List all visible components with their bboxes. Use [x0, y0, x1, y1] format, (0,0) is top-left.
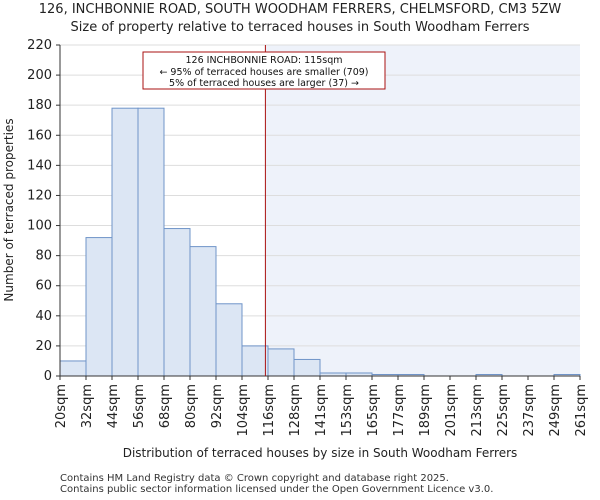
footer-line-2: Contains public sector information licen… [60, 484, 494, 495]
bar [215, 303, 243, 377]
y-tick-label: 160 [27, 128, 52, 143]
y-tick-label: 100 [27, 219, 52, 234]
bar [241, 345, 269, 377]
x-tick-label: 116sqm [262, 384, 277, 437]
x-tick-label: 261sqm [574, 384, 589, 437]
y-tick-label: 0 [44, 369, 52, 384]
x-tick-label: 56sqm [132, 384, 147, 428]
x-axis-label: Distribution of terraced houses by size … [123, 446, 518, 460]
x-tick-label: 225sqm [496, 384, 511, 437]
x-tick-label: 104sqm [236, 384, 251, 437]
bar [85, 237, 113, 377]
x-tick-label: 165sqm [366, 384, 381, 437]
bar [293, 358, 321, 377]
bar [267, 348, 295, 377]
bar [163, 228, 191, 377]
annotation-line1: 126 INCHBONNIE ROAD: 115sqm [185, 55, 342, 66]
x-tick-label: 141sqm [314, 384, 329, 437]
y-tick-label: 140 [27, 158, 52, 173]
x-tick-label: 237sqm [522, 384, 537, 437]
bar [137, 107, 165, 377]
y-tick-label: 20 [35, 339, 52, 354]
y-tick-label: 120 [27, 188, 52, 203]
bar [111, 107, 139, 377]
highlight-region [265, 45, 580, 376]
y-tick-label: 220 [27, 38, 52, 53]
y-tick-label: 80 [35, 249, 52, 264]
bar [189, 246, 217, 377]
y-tick-label: 200 [27, 68, 52, 83]
x-tick-label: 80sqm [184, 384, 199, 428]
x-tick-label: 201sqm [444, 384, 459, 437]
x-tick-label: 213sqm [470, 384, 485, 437]
footer-line-1: Contains HM Land Registry data © Crown c… [60, 473, 449, 484]
y-tick-label: 60 [35, 279, 52, 294]
x-tick-label: 189sqm [418, 384, 433, 437]
chart-subtitle: Size of property relative to terraced ho… [70, 20, 530, 35]
x-tick-label: 20sqm [54, 384, 69, 428]
x-tick-label: 68sqm [158, 384, 173, 428]
annotation-line2: ← 95% of terraced houses are smaller (70… [159, 67, 368, 78]
y-tick-label: 180 [27, 98, 52, 113]
x-tick-label: 44sqm [106, 384, 121, 428]
x-tick-label: 32sqm [80, 384, 95, 428]
x-tick-label: 92sqm [210, 384, 225, 428]
bar [59, 360, 87, 377]
annotation-line3: 5% of terraced houses are larger (37) → [169, 78, 359, 89]
y-axis-label: Number of terraced properties [2, 118, 16, 301]
x-tick-label: 128sqm [288, 384, 303, 437]
x-tick-label: 177sqm [392, 384, 407, 437]
x-tick-label: 249sqm [548, 384, 563, 437]
y-tick-label: 40 [35, 309, 52, 324]
chart-title: 126, INCHBONNIE ROAD, SOUTH WOODHAM FERR… [38, 2, 562, 17]
annotation-box [142, 51, 386, 90]
x-tick-label: 153sqm [340, 384, 355, 437]
